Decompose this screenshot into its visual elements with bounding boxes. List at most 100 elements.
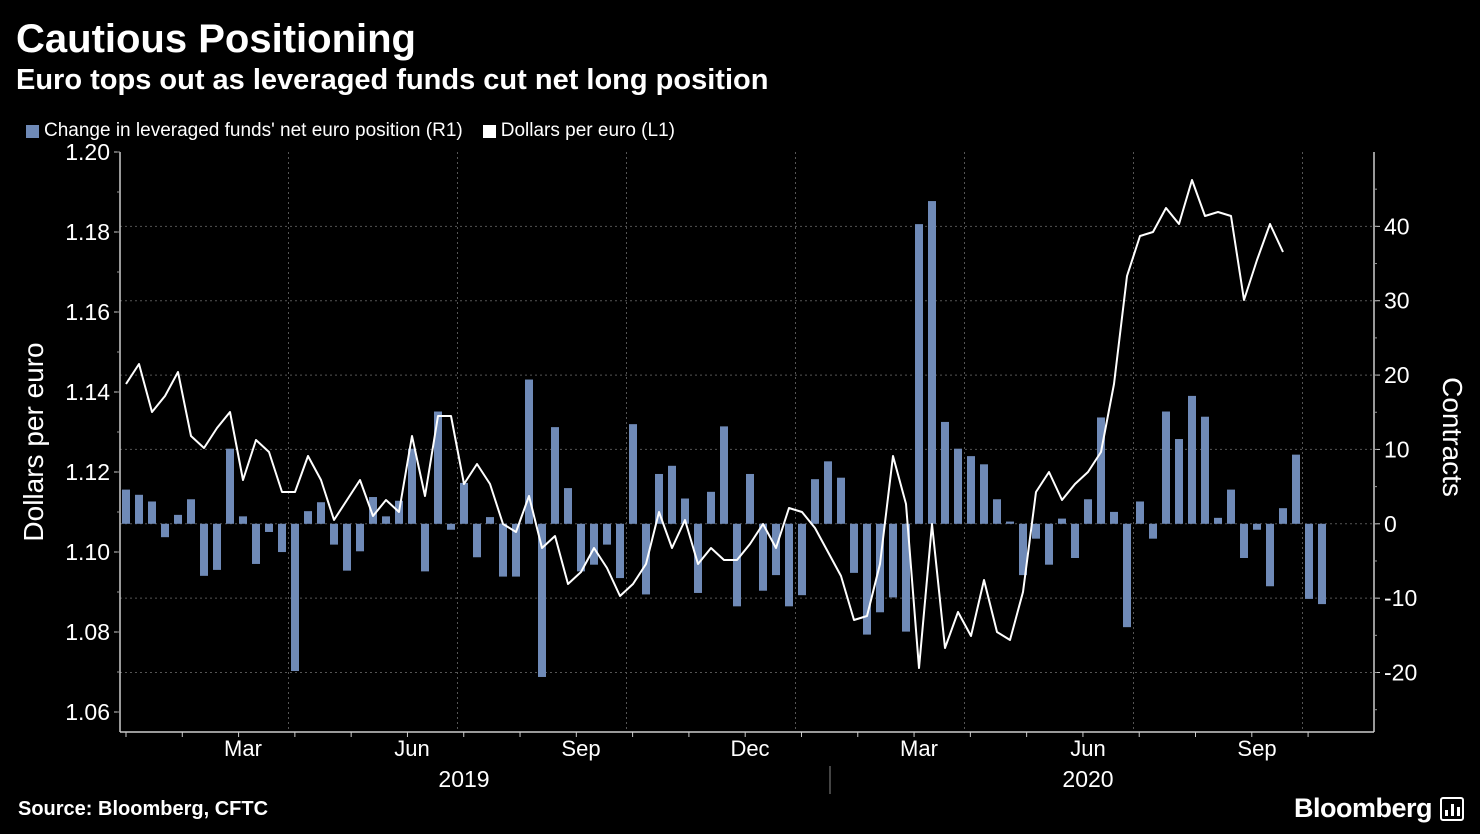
- tick-label-left: 1.08: [65, 619, 110, 645]
- bar: [1188, 395, 1196, 524]
- tick-label-x-month: Dec: [730, 736, 769, 761]
- bar: [343, 523, 351, 571]
- bar: [863, 523, 871, 635]
- tick-label-x-month: Sep: [1237, 736, 1276, 761]
- bar: [512, 523, 520, 577]
- bar: [1201, 416, 1209, 524]
- bar: [1175, 439, 1183, 524]
- tick-label-left: 1.16: [65, 299, 110, 325]
- bar: [941, 421, 949, 524]
- bar: [1318, 523, 1326, 605]
- bar: [1136, 501, 1144, 524]
- bar: [187, 499, 195, 524]
- bar: [720, 426, 728, 524]
- tick-label-right: -10: [1384, 585, 1417, 611]
- bar: [551, 427, 559, 524]
- bar: [993, 499, 1001, 524]
- tick-label-x-month: Sep: [561, 736, 600, 761]
- tick-label-left: 1.14: [65, 379, 110, 405]
- bar: [1253, 523, 1261, 530]
- bar: [1214, 517, 1222, 524]
- legend-label-line: Dollars per euro (L1): [500, 120, 675, 141]
- bar: [759, 523, 767, 591]
- bar: [694, 523, 702, 593]
- bloomberg-brand: Bloomberg: [1294, 793, 1464, 824]
- bar: [486, 517, 494, 524]
- bar: [1292, 454, 1300, 524]
- bar: [590, 523, 598, 565]
- bar: [174, 514, 182, 524]
- bar: [304, 511, 312, 524]
- bar: [1266, 523, 1274, 587]
- bar: [148, 501, 156, 524]
- bar: [434, 411, 442, 524]
- bar: [928, 201, 936, 524]
- bar: [902, 523, 910, 632]
- tick-label-x-month: Mar: [224, 736, 262, 761]
- bar: [200, 523, 208, 576]
- bar: [746, 473, 754, 524]
- bar: [772, 523, 780, 576]
- bar: [629, 424, 637, 524]
- bar: [1097, 417, 1105, 524]
- bar: [239, 516, 247, 524]
- bar: [733, 523, 741, 607]
- legend-item-bars: Change in leveraged funds' net euro posi…: [26, 118, 463, 144]
- line-series-dollars-per-euro: [125, 179, 1284, 669]
- bar: [538, 523, 546, 677]
- bar: [499, 523, 507, 577]
- bar: [356, 523, 364, 552]
- tick-label-right: -20: [1384, 660, 1417, 686]
- brand-name: Bloomberg: [1293, 793, 1433, 823]
- bar: [213, 523, 221, 570]
- tick-label-right: 40: [1384, 213, 1410, 239]
- bar: [1305, 523, 1313, 599]
- bar: [473, 523, 481, 558]
- bar: [161, 523, 169, 538]
- bar: [577, 523, 585, 572]
- bar: [1149, 523, 1157, 539]
- bar: [1045, 523, 1053, 565]
- tick-label-left: 1.06: [65, 699, 110, 725]
- chart-subtitle: Euro tops out as leveraged funds cut net…: [16, 64, 769, 96]
- bar: [1162, 411, 1170, 524]
- bar: [1123, 523, 1131, 628]
- bar: [421, 523, 429, 572]
- bar: [707, 491, 715, 524]
- bar: [603, 523, 611, 545]
- bar: [265, 523, 273, 532]
- tick-label-left: 1.18: [65, 219, 110, 245]
- legend-swatch-bars: [26, 124, 39, 138]
- bar: [837, 477, 845, 524]
- bar: [330, 523, 338, 545]
- tick-label-right: 30: [1384, 288, 1410, 314]
- bar: [1071, 523, 1079, 558]
- bar: [1032, 523, 1040, 539]
- tick-label-right: 20: [1384, 362, 1410, 388]
- bar: [1240, 523, 1248, 558]
- bar: [616, 523, 624, 579]
- bar: [1084, 499, 1092, 524]
- y-axis-title-left: Dollars per euro: [18, 342, 49, 541]
- bar: [447, 523, 455, 530]
- bar: [369, 497, 377, 524]
- bar: [252, 523, 260, 564]
- y-axis-title-right: Contracts: [1437, 377, 1468, 497]
- bar: [135, 494, 143, 524]
- source-note: Source: Bloomberg, CFTC: [18, 798, 269, 820]
- tick-label-x-month: Jun: [1070, 736, 1105, 761]
- bar: [915, 224, 923, 524]
- bar: [642, 523, 650, 595]
- bar: [798, 523, 806, 596]
- bar: [811, 479, 819, 524]
- bar-chart-icon: [1440, 796, 1464, 821]
- tick-label-x-month: Mar: [900, 736, 938, 761]
- bar: [525, 379, 533, 524]
- bar: [564, 488, 572, 524]
- bar: [1227, 489, 1235, 524]
- bar: [226, 448, 234, 524]
- tick-label-x-month: Jun: [394, 736, 429, 761]
- bar: [889, 523, 897, 598]
- bar: [1279, 508, 1287, 524]
